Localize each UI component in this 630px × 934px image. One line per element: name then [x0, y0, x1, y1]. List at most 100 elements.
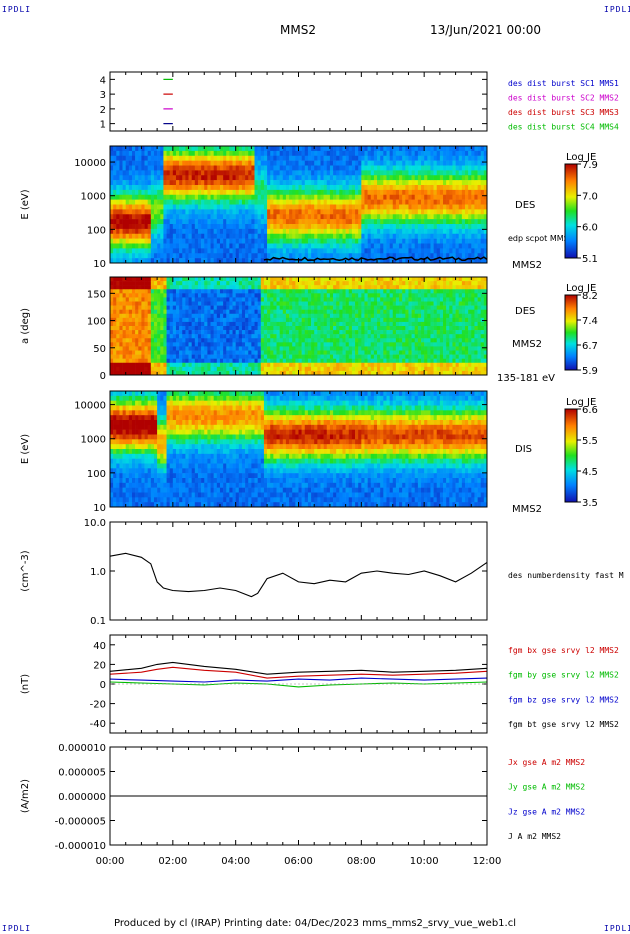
right-label-des-pitch-1: MMS2: [512, 339, 542, 350]
colorbar-tick-des-energy-2: 6.0: [582, 223, 598, 234]
colorbar-tick-dis-energy-1: 5.5: [582, 436, 598, 447]
ytick-label-availability-2: 2: [100, 105, 106, 116]
ytick-label-des-energy-0: 10000: [74, 158, 106, 169]
legend-availability-2: des dist burst SC3 MMS3: [508, 108, 619, 117]
colorbar-des-energy: [564, 163, 578, 259]
ytick-label-current-density-4: -0.000010: [55, 841, 106, 852]
ytick-label-density-2: 0.1: [90, 616, 106, 627]
ytick-label-current-density-2: 0.000000: [58, 792, 106, 803]
ytick-label-dis-energy-3: 10: [93, 503, 106, 514]
ylabel-current-density: (A/m2): [20, 779, 31, 813]
ytick-label-des-pitch-0: 150: [87, 289, 106, 300]
legend-current-density-0: Jx gse A m2 MMS2: [508, 758, 585, 767]
series-line-magnetic-field-2: [109, 677, 488, 683]
ylabel-dis-energy: E (eV): [20, 434, 31, 464]
corner-mark-bottom-right: IPDLI: [604, 924, 630, 933]
ytick-label-magnetic-field-3: -20: [90, 700, 106, 711]
ytick-label-dis-energy-2: 100: [87, 469, 106, 480]
corner-mark-top-right: IPDLI: [604, 5, 630, 14]
legend-current-density-3: J A m2 MMS2: [508, 832, 561, 841]
ylabel-des-energy: E (eV): [20, 189, 31, 219]
ylabel-density: (cm^-3): [20, 550, 31, 591]
ytick-label-availability-3: 1: [100, 120, 106, 131]
colorbar-title-dis-energy: Log JE: [566, 397, 596, 408]
ytick-label-availability-1: 3: [100, 90, 106, 101]
ytick-label-dis-energy-0: 10000: [74, 401, 106, 412]
colorbar-tick-des-pitch-2: 6.7: [582, 341, 598, 352]
ytick-label-des-pitch-3: 0: [100, 371, 106, 382]
panel-magnetic-field: [109, 661, 488, 688]
legend-current-density-2: Jz gse A m2 MMS2: [508, 807, 585, 816]
panel-des-pitch: [110, 277, 488, 376]
colorbar-title-des-pitch: Log JE: [566, 283, 596, 294]
legend-availability-0: des dist burst SC1 MMS1: [508, 79, 619, 88]
colorbar-tick-dis-energy-0: 6.6: [582, 405, 598, 416]
ytick-label-availability-0: 4: [100, 75, 106, 86]
ylabel-des-pitch: a (deg): [20, 308, 31, 344]
colorbar-tick-dis-energy-2: 4.5: [582, 467, 598, 478]
colorbar-tick-des-pitch-0: 8.2: [582, 291, 598, 302]
time-tick-label-2: 04:00: [221, 856, 250, 867]
panel-density: [109, 552, 488, 598]
right-label-dis-energy-0: DIS: [515, 444, 532, 455]
ytick-label-des-pitch-1: 100: [87, 317, 106, 328]
colorbar-tick-des-energy-3: 5.1: [582, 254, 598, 265]
mission-title: MMS2: [280, 23, 316, 37]
legend-magnetic-field-2: fgm bz gse srvy l2 MMS2: [508, 695, 619, 704]
colorbar-des-pitch: [564, 294, 578, 371]
ytick-label-des-energy-3: 10: [93, 259, 106, 270]
colorbar-tick-des-pitch-1: 7.4: [582, 316, 598, 327]
right-label-des-energy-0: DES: [515, 200, 535, 211]
time-tick-label-6: 12:00: [473, 856, 502, 867]
right-label-dis-energy-1: MMS2: [512, 504, 542, 515]
series-line-density-0: [109, 552, 488, 598]
series-line-magnetic-field-1: [109, 681, 488, 688]
colorbar-tick-des-energy-0: 7.9: [582, 160, 598, 171]
ytick-label-des-energy-2: 100: [87, 225, 106, 236]
ytick-label-magnetic-field-1: 20: [93, 660, 106, 671]
colorbar-tick-des-pitch-3: 5.9: [582, 366, 598, 377]
legend-current-density-1: Jy gse A m2 MMS2: [508, 783, 585, 792]
corner-mark-bottom-left: IPDLI: [2, 924, 32, 933]
legend-availability-1: des dist burst SC2 MMS2: [508, 94, 619, 103]
legend-availability-3: des dist burst SC4 MMS4: [508, 123, 619, 132]
colorbar-title-des-energy: Log JE: [566, 152, 596, 163]
legend-magnetic-field-3: fgm bt gse srvy l2 MMS2: [508, 720, 619, 729]
legend-magnetic-field-1: fgm by gse srvy l2 MMS2: [508, 671, 619, 680]
time-tick-label-4: 08:00: [347, 856, 376, 867]
ytick-label-magnetic-field-0: 40: [93, 641, 106, 652]
time-tick-label-1: 02:00: [158, 856, 187, 867]
ytick-label-density-1: 1.0: [90, 567, 106, 578]
series-line-magnetic-field-0: [109, 666, 488, 679]
right-label-des-pitch-0: DES: [515, 306, 535, 317]
footer-credit: Produced by cl (IRAP) Printing date: 04/…: [114, 918, 516, 929]
colorbar-dis-energy: [564, 408, 578, 503]
ytick-label-density-0: 10.0: [84, 518, 106, 529]
ytick-label-magnetic-field-4: -40: [90, 719, 106, 730]
ytick-label-des-energy-1: 1000: [81, 192, 106, 203]
colorbar-tick-des-energy-1: 7.0: [582, 191, 598, 202]
panel-dis-energy: [110, 391, 488, 508]
right-label-des-energy-1: edp scpot MMS2: [508, 234, 574, 243]
series-line-magnetic-field-3: [109, 661, 488, 675]
panel-availability: [163, 78, 173, 125]
right-label-des-pitch-2: 135-181 eV: [497, 373, 555, 384]
legend-magnetic-field-0: fgm bx gse srvy l2 MMS2: [508, 646, 619, 655]
ytick-label-current-density-3: -0.000005: [55, 817, 106, 828]
legend-density-0: des numberdensity fast M: [508, 571, 624, 580]
ylabel-magnetic-field: (nT): [20, 674, 31, 694]
right-label-des-energy-2: MMS2: [512, 260, 542, 271]
time-tick-label-0: 00:00: [96, 856, 125, 867]
panel-frame-0: [109, 71, 488, 132]
ytick-label-current-density-1: 0.000005: [58, 768, 106, 779]
corner-mark-top-left: IPDLI: [2, 5, 32, 14]
ytick-label-current-density-0: 0.000010: [58, 743, 106, 754]
ytick-label-des-pitch-2: 50: [93, 344, 106, 355]
time-tick-label-5: 10:00: [410, 856, 439, 867]
panel-des-energy: [110, 146, 488, 264]
time-tick-label-3: 06:00: [284, 856, 313, 867]
ytick-label-dis-energy-1: 1000: [81, 435, 106, 446]
ytick-label-magnetic-field-2: 0: [100, 680, 106, 691]
scpot-trace: [263, 256, 488, 262]
